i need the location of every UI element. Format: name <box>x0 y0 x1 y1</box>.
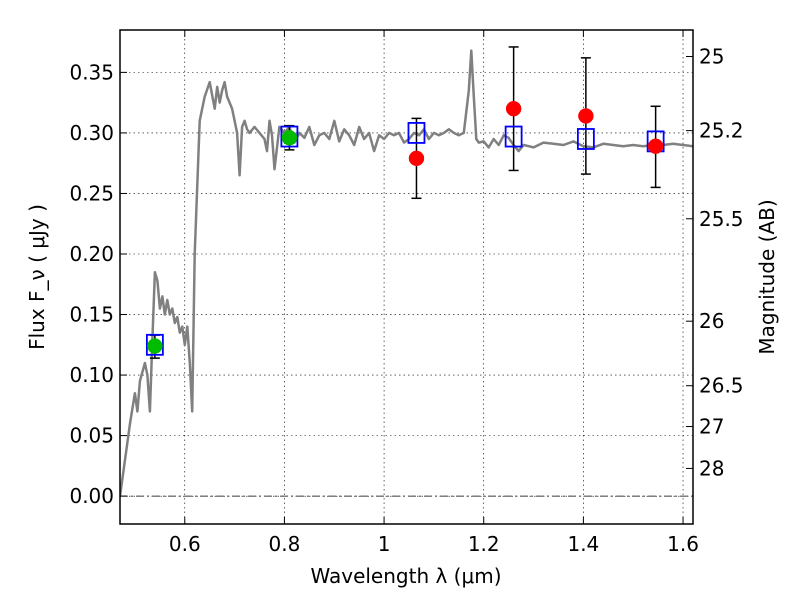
y-tick-label: 0.05 <box>69 424 114 448</box>
right-tick-label: 25 <box>699 45 724 69</box>
y-tick-label: 0.30 <box>69 121 114 145</box>
right-tick-label: 27 <box>699 415 724 439</box>
model-flux-square <box>504 125 523 148</box>
right-tick-label: 25.5 <box>699 207 744 231</box>
model-flux-square <box>407 122 426 144</box>
y-tick-label: 0.25 <box>69 181 114 205</box>
right-tick-label: 26 <box>699 309 724 333</box>
right-tick-label: 25.2 <box>699 119 744 143</box>
y-tick-label: 0.15 <box>69 303 114 327</box>
right-axis-label: Magnitude (AB) <box>755 199 779 354</box>
data-point <box>408 150 425 167</box>
y-tick-label: 0.00 <box>69 484 114 508</box>
data-point <box>505 100 522 117</box>
data-point <box>647 138 664 154</box>
right-tick-label: 28 <box>699 456 724 480</box>
x-tick-label: 1.6 <box>667 532 699 556</box>
model-flux-square <box>280 125 299 148</box>
spectrum-line <box>120 49 693 497</box>
plot-frame <box>119 29 694 525</box>
x-axis-label: Wavelength λ (μm) <box>310 564 501 588</box>
x-tick-label: 1 <box>378 532 391 556</box>
data-point <box>147 338 163 354</box>
y-tick-label: 0.35 <box>69 60 114 84</box>
point-group <box>147 100 664 354</box>
data-point <box>281 130 298 146</box>
y-axis-label: Flux F_ν ( μJy ) <box>25 204 49 350</box>
spectrum-group <box>120 49 693 497</box>
x-tick-label: 0.6 <box>169 532 201 556</box>
model-flux-square <box>145 333 164 356</box>
x-tick-label: 1.2 <box>468 532 500 556</box>
data-point <box>578 108 594 124</box>
y-tick-label: 0.10 <box>69 363 114 387</box>
plot-area <box>120 46 693 497</box>
axis-ticks: 0.6 0.8 1 1.2 1.4 1.6 0.00 0.05 0.10 0.15 0.20 0.25… <box>69 30 744 556</box>
model-flux-square <box>576 128 595 150</box>
y-tick-label: 0.20 <box>69 242 114 266</box>
x-tick-label: 1.4 <box>567 532 599 556</box>
right-tick-label: 26.5 <box>699 374 744 398</box>
x-tick-label: 0.8 <box>269 532 301 556</box>
